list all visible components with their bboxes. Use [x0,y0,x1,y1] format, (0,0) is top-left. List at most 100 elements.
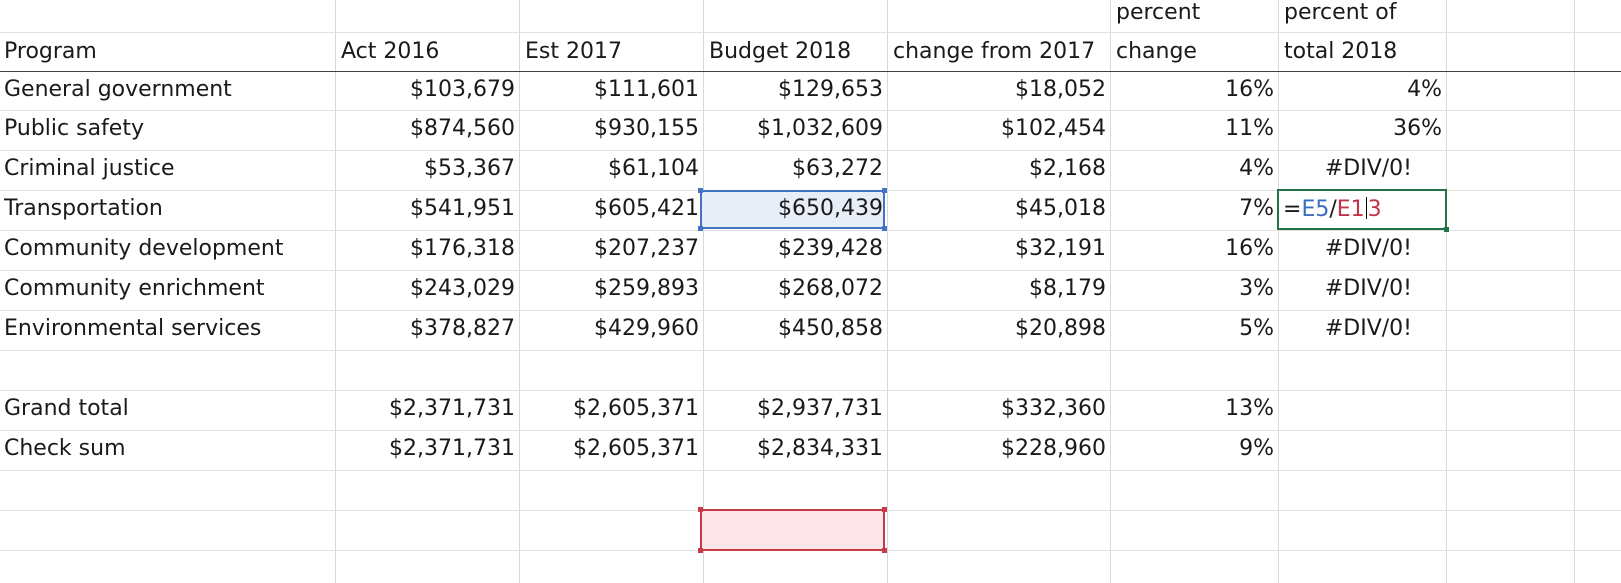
cell-pct-total[interactable]: #DIV/0! [1324,156,1412,181]
grid-col-line [1278,0,1279,583]
header-pct-change-line2: change [1116,39,1197,64]
grid-row-line [0,390,1621,391]
cell-program[interactable]: General government [4,77,232,102]
header-pct-total-line1: percent of [1284,0,1397,25]
cell-pct-change[interactable]: 9% [1239,436,1274,461]
grid-row-line [0,270,1621,271]
referenced-cell-highlight-red[interactable] [698,507,887,553]
cell-budget-2018[interactable]: $2,937,731 [757,396,883,421]
cell-budget-2018[interactable]: $268,072 [778,276,883,301]
cell-pct-change[interactable]: 11% [1225,116,1274,141]
cell-est-2017[interactable]: $429,960 [594,316,699,341]
cell-program[interactable]: Community development [4,236,284,261]
text-caret [1365,197,1367,219]
cell-change-from-2017[interactable]: $228,960 [1001,436,1106,461]
grid-col-line [703,0,704,583]
grid-row-line [0,470,1621,471]
cell-change-from-2017[interactable]: $45,018 [1015,196,1106,221]
formula-ref-2-part-a: E1 [1336,197,1365,222]
cell-pct-change[interactable]: 16% [1225,77,1274,102]
cell-program[interactable]: Grand total [4,396,129,421]
formula-operator: / [1329,197,1337,222]
grid-row-line [0,230,1621,231]
formula-equals: = [1283,197,1302,222]
header-pct-total-line2: total 2018 [1284,39,1398,64]
cell-act-2016[interactable]: $53,367 [424,156,515,181]
grid-col-line [1446,0,1447,583]
cell-act-2016[interactable]: $176,318 [410,236,515,261]
cell-program[interactable]: Environmental services [4,316,262,341]
cell-budget-2018[interactable]: $450,858 [778,316,883,341]
cell-budget-2018[interactable]: $239,428 [778,236,883,261]
cell-budget-2018[interactable]: $2,834,331 [757,436,883,461]
grid-row-line [0,110,1621,111]
cell-pct-total[interactable]: #DIV/0! [1324,316,1412,341]
header-program: Program [4,39,97,64]
referenced-cell-highlight-blue[interactable] [698,188,887,231]
grid-col-line [519,0,520,583]
cell-act-2016[interactable]: $103,679 [410,77,515,102]
header-underline [0,71,1621,72]
cell-change-from-2017[interactable]: $332,360 [1001,396,1106,421]
cell-act-2016[interactable]: $378,827 [410,316,515,341]
grid-row-line [0,430,1621,431]
cell-est-2017[interactable]: $930,155 [594,116,699,141]
cell-program[interactable]: Public safety [4,116,144,141]
cell-program[interactable]: Community enrichment [4,276,265,301]
cell-pct-total[interactable]: #DIV/0! [1324,236,1412,261]
cell-pct-change[interactable]: 3% [1239,276,1274,301]
cell-program[interactable]: Check sum [4,436,126,461]
grid-row-line [0,350,1621,351]
cell-budget-2018[interactable]: $650,439 [778,196,883,221]
cell-pct-change[interactable]: 13% [1225,396,1274,421]
cell-pct-change[interactable]: 5% [1239,316,1274,341]
formula-ref-2-part-b: 3 [1367,197,1382,222]
grid-row-line [0,310,1621,311]
cell-change-from-2017[interactable]: $102,454 [1001,116,1106,141]
cell-pct-total[interactable]: 36% [1393,116,1442,141]
header-est-2017: Est 2017 [525,39,622,64]
cell-program[interactable]: Transportation [4,196,163,221]
cell-change-from-2017[interactable]: $32,191 [1015,236,1106,261]
cell-pct-change[interactable]: 16% [1225,236,1274,261]
cell-act-2016[interactable]: $541,951 [410,196,515,221]
header-change-from-2017: change from 2017 [893,39,1096,64]
cell-budget-2018[interactable]: $63,272 [792,156,883,181]
cell-pct-total[interactable]: 4% [1407,77,1442,102]
cell-budget-2018[interactable]: $129,653 [778,77,883,102]
active-cell-editor[interactable] [1277,189,1449,232]
header-act-2016: Act 2016 [341,39,440,64]
grid-col-line [335,0,336,583]
cell-est-2017[interactable]: $111,601 [594,77,699,102]
grid-col-line [887,0,888,583]
grid-row-line [0,32,1621,33]
header-budget-2018: Budget 2018 [709,39,852,64]
cell-budget-2018[interactable]: $1,032,609 [757,116,883,141]
cell-pct-total[interactable]: #DIV/0! [1324,276,1412,301]
cell-est-2017[interactable]: $61,104 [608,156,699,181]
cell-pct-change[interactable]: 4% [1239,156,1274,181]
cell-change-from-2017[interactable]: $20,898 [1015,316,1106,341]
cell-act-2016[interactable]: $2,371,731 [389,436,515,461]
cell-act-2016[interactable]: $2,371,731 [389,396,515,421]
header-pct-change-line1: percent [1116,0,1201,25]
cell-pct-change[interactable]: 7% [1239,196,1274,221]
cell-act-2016[interactable]: $874,560 [410,116,515,141]
cell-change-from-2017[interactable]: $8,179 [1029,276,1106,301]
grid-row-line [0,150,1621,151]
grid-col-line [1110,0,1111,583]
cell-change-from-2017[interactable]: $18,052 [1015,77,1106,102]
cell-est-2017[interactable]: $259,893 [594,276,699,301]
cell-formula[interactable]: =E5/E1 3 [1283,189,1382,230]
cell-est-2017[interactable]: $207,237 [594,236,699,261]
cell-est-2017[interactable]: $2,605,371 [573,396,699,421]
cell-est-2017[interactable]: $605,421 [594,196,699,221]
cell-act-2016[interactable]: $243,029 [410,276,515,301]
cell-program[interactable]: Criminal justice [4,156,175,181]
fill-handle[interactable] [1444,227,1449,232]
grid-col-line [1574,0,1575,583]
formula-ref-1: E5 [1301,197,1330,222]
cell-est-2017[interactable]: $2,605,371 [573,436,699,461]
cell-change-from-2017[interactable]: $2,168 [1029,156,1106,181]
